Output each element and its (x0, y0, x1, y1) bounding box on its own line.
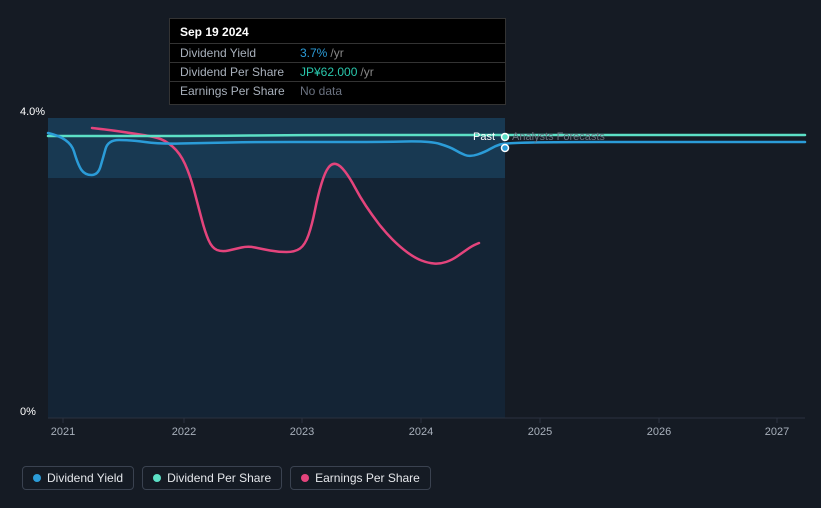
forecast-label: Analysts Forecasts (512, 131, 605, 143)
tooltip-row-label: Earnings Per Share (180, 84, 300, 98)
chart-legend: Dividend Yield Dividend Per Share Earnings… (22, 466, 431, 490)
tooltip-row-unit: /yr (330, 46, 343, 60)
tooltip-row-value: No data (300, 84, 342, 98)
x-axis-label: 2023 (290, 426, 314, 438)
x-axis-label: 2024 (409, 426, 433, 438)
tooltip-row-label: Dividend Per Share (180, 65, 300, 79)
series-dividend-per-share (48, 135, 805, 136)
tooltip-row-value: JP¥62.000 (300, 65, 357, 79)
tooltip-row: Dividend Yield3.7%/yr (170, 44, 505, 63)
x-axis-label: 2025 (528, 426, 552, 438)
legend-dot (153, 474, 161, 482)
tooltip-rows: Dividend Yield3.7%/yrDividend Per ShareJ… (170, 44, 505, 100)
legend-label: Dividend Per Share (167, 471, 271, 485)
legend-item-earnings-per-share[interactable]: Earnings Per Share (290, 466, 431, 490)
tooltip-date: Sep 19 2024 (170, 25, 505, 44)
tooltip-row-value: 3.7% (300, 46, 327, 60)
divider-marker (502, 145, 509, 152)
tooltip-row-unit: /yr (360, 65, 373, 79)
legend-label: Earnings Per Share (315, 471, 420, 485)
x-axis-label: 2022 (172, 426, 196, 438)
divider-marker (502, 134, 509, 141)
x-axis-label: 2021 (51, 426, 75, 438)
x-axis-label: 2027 (765, 426, 789, 438)
chart-tooltip: Sep 19 2024 Dividend Yield3.7%/yrDividen… (169, 18, 506, 105)
y-axis-min-label: 0% (20, 406, 36, 418)
legend-dot (33, 474, 41, 482)
tooltip-row-label: Dividend Yield (180, 46, 300, 60)
past-label: Past (473, 131, 495, 143)
legend-item-dividend-yield[interactable]: Dividend Yield (22, 466, 134, 490)
x-axis-label: 2026 (647, 426, 671, 438)
legend-item-dividend-per-share[interactable]: Dividend Per Share (142, 466, 282, 490)
tooltip-row: Dividend Per ShareJP¥62.000/yr (170, 63, 505, 82)
tooltip-row: Earnings Per ShareNo data (170, 82, 505, 100)
legend-dot (301, 474, 309, 482)
y-axis-max-label: 4.0% (20, 106, 45, 118)
legend-label: Dividend Yield (47, 471, 123, 485)
